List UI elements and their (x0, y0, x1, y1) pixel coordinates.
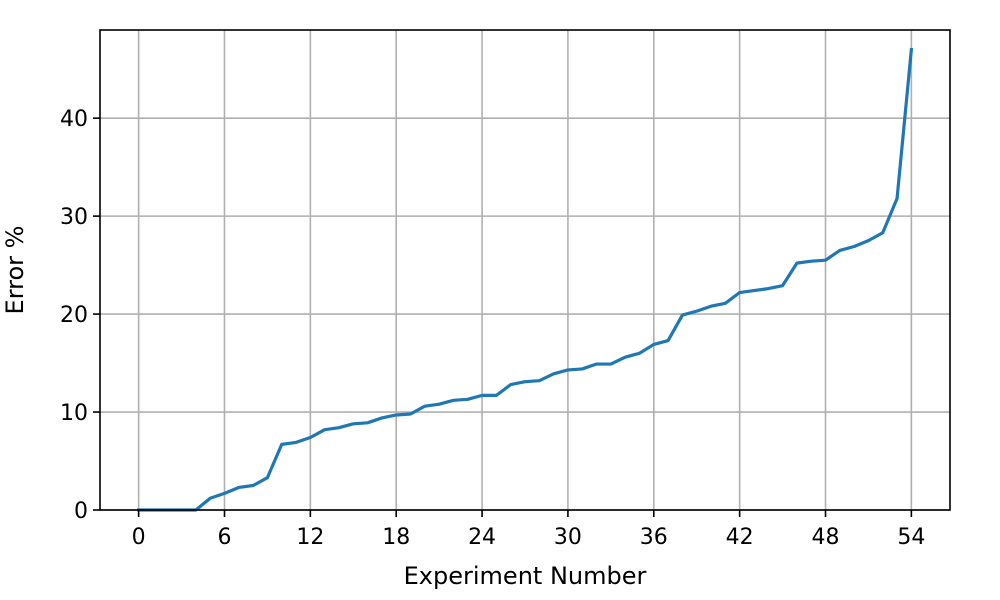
series-layer (137, 47, 914, 512)
plot-frame (99, 29, 951, 511)
x-tick-label: 54 (897, 525, 925, 550)
x-axis-label: Experiment Number (404, 562, 647, 590)
x-tick-label: 42 (726, 525, 754, 550)
x-tick-label: 36 (640, 525, 668, 550)
x-tick-label: 0 (132, 525, 146, 550)
x-tick-label: 30 (554, 525, 582, 550)
x-tick-label: 48 (812, 525, 840, 550)
y-tick-label: 10 (60, 401, 88, 426)
y-tick-label: 20 (60, 303, 88, 328)
x-tick-label: 6 (217, 525, 231, 550)
y-tick-label: 0 (74, 499, 88, 524)
y-axis-label: Error % (1, 226, 29, 315)
x-axis-ticks: 0 6 12 18 24 30 36 42 48 54 (132, 510, 925, 550)
y-gridlines (100, 117, 950, 511)
x-tick-label: 12 (296, 525, 324, 550)
y-tick-label: 40 (60, 107, 88, 132)
y-tick-label: 30 (60, 205, 88, 230)
x-tick-label: 24 (468, 525, 496, 550)
x-tick-label: 18 (382, 525, 410, 550)
x-gridlines (137, 30, 913, 510)
y-axis-ticks: 0 10 20 30 40 (60, 107, 100, 524)
series-line (137, 47, 914, 512)
